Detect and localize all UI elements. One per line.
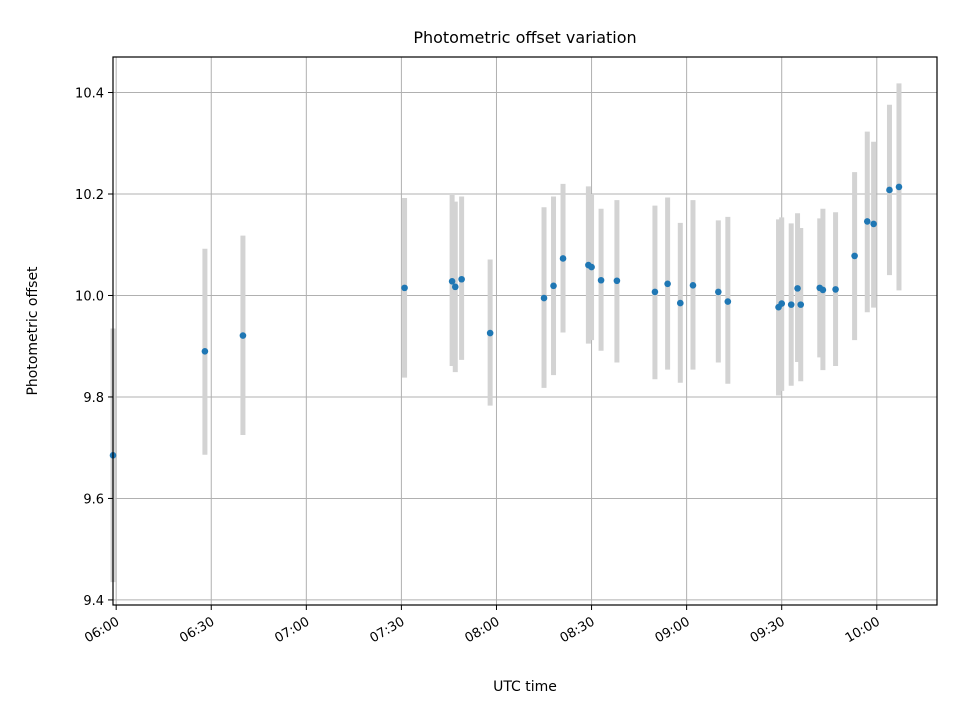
data-point [486,329,494,337]
data-point [895,183,903,191]
data-point [451,283,459,291]
x-tick-label: 08:30 [558,614,598,646]
y-tick-label: 9.6 [83,492,104,507]
data-point [559,255,567,262]
data-point [597,276,605,284]
data-point [863,218,871,225]
x-tick-label: 06:30 [177,614,217,646]
x-tick-label: 08:00 [463,614,503,646]
x-axis-ticks: 06:00 06:30 07:00 07:30 08:00 08:30 09:00 09:30… [82,605,883,646]
x-tick-label: 10:00 [843,614,883,646]
x-tick-label: 07:30 [367,614,407,646]
y-tick-label: 10.4 [75,87,104,102]
x-tick-label: 09:30 [748,614,788,646]
plot-frame [112,56,938,606]
data-point [689,282,697,289]
data-point [239,332,247,339]
data-point [664,280,671,288]
data-point [870,220,877,228]
x-axis-label: UTC time [493,679,557,695]
data-point [540,294,548,302]
x-tick-label: 09:00 [653,614,693,646]
chart-title: Photometric offset variation [413,28,636,47]
data-point [787,301,795,308]
data-point [550,282,557,290]
data-point [401,284,408,292]
y-tick-label: 9.4 [83,594,104,609]
data-point [794,285,801,292]
data-point [851,252,858,260]
data-point [797,301,805,308]
data-point [715,288,722,296]
y-axis-label: Photometric offset [25,266,41,396]
y-tick-label: 10.0 [75,289,104,304]
y-tick-label: 9.8 [83,391,104,406]
grid-lines [113,57,937,605]
data-point [819,286,827,294]
data-point [588,263,595,271]
y-axis-ticks: 9.4 9.6 9.8 10.0 10.2 10.4 [75,87,113,609]
data-point [676,299,684,307]
data-point [778,300,786,307]
data-point [448,277,456,285]
data-point [886,186,893,194]
x-tick-label: 06:00 [82,614,122,646]
data-point [458,275,465,283]
data-point [832,286,839,293]
error-bars [110,83,902,583]
data-point [724,298,732,305]
data-points [109,183,903,459]
data-point [201,347,209,355]
y-tick-label: 10.2 [75,188,104,203]
x-tick-label: 07:00 [272,614,312,646]
data-point [651,288,659,296]
data-point [613,277,621,285]
